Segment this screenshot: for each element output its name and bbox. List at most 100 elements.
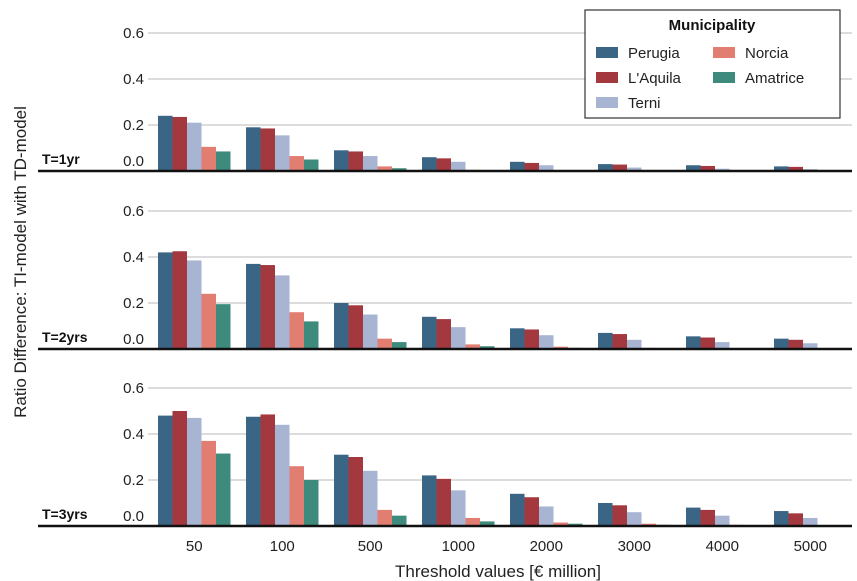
x-tick-label: 3000: [618, 538, 651, 555]
bar: [510, 493, 525, 526]
bar: [510, 161, 525, 171]
legend-swatch: [596, 72, 618, 83]
bar: [686, 507, 701, 526]
bar: [553, 522, 568, 526]
bar: [480, 521, 495, 526]
bar: [612, 164, 627, 171]
legend: Municipality Perugia L'Aquila Terni Norcia A…: [584, 9, 841, 119]
legend-swatch: [713, 72, 735, 83]
panel-2: 0.0 0.2 0.4 0.6 T=2yrs: [38, 203, 852, 351]
bar: [803, 343, 818, 349]
bar: [260, 128, 275, 171]
bar: [363, 470, 378, 526]
bar: [334, 303, 349, 349]
bar: [612, 334, 627, 349]
y-tick-label: 0.4: [123, 426, 144, 443]
panel-label: T=1yr: [42, 151, 80, 167]
bar: [348, 305, 363, 349]
bar: [304, 480, 319, 526]
bar: [422, 316, 437, 349]
y-tick-label: 0.2: [123, 295, 144, 312]
bar: [774, 166, 789, 171]
x-tick-label: 1000: [442, 538, 475, 555]
bar: [539, 335, 554, 349]
bar: [348, 151, 363, 171]
bar: [377, 509, 392, 526]
legend-swatch: [713, 47, 735, 58]
bar: [201, 293, 216, 349]
legend-swatch: [596, 47, 618, 58]
bar: [246, 263, 261, 349]
bar: [158, 415, 173, 526]
panel-3: 0.0 0.2 0.4 0.6 T=3yrs: [38, 380, 852, 528]
x-tick-label: 100: [270, 538, 295, 555]
y-tick-label: 0.6: [123, 203, 144, 220]
bar: [158, 252, 173, 349]
bar: [275, 135, 290, 171]
bar: [700, 509, 715, 526]
bar: [436, 158, 451, 171]
bar: [216, 453, 231, 526]
bar: [788, 339, 803, 349]
bar: [524, 329, 539, 349]
bar: [172, 116, 187, 171]
bar: [524, 162, 539, 171]
bar: [788, 513, 803, 526]
bar: [260, 265, 275, 349]
bar: [480, 346, 495, 349]
bar: [158, 115, 173, 171]
y-tick-label: 0.6: [123, 380, 144, 397]
legend-entry: Perugia: [628, 45, 680, 62]
bar: [363, 156, 378, 171]
bar: [627, 167, 642, 171]
legend-frame: [584, 9, 841, 119]
x-tick-label: 500: [358, 538, 383, 555]
bar: [187, 260, 202, 349]
bar: [377, 338, 392, 349]
bar: [451, 161, 466, 171]
bar: [524, 497, 539, 526]
x-tick-labels: 50 100 500 1000 2000 3000 4000 5000: [186, 538, 827, 555]
bar: [187, 122, 202, 171]
y-tick-label: 0.2: [123, 472, 144, 489]
y-tick-label: 0.0: [123, 508, 144, 525]
bar: [715, 515, 730, 526]
bar: [392, 342, 407, 349]
x-tick-label: 2000: [530, 538, 563, 555]
bar: [510, 328, 525, 349]
bar: [774, 511, 789, 526]
bar: [289, 466, 304, 526]
bar: [539, 506, 554, 526]
bar: [422, 475, 437, 526]
bar: [246, 416, 261, 526]
legend-title: Municipality: [669, 17, 756, 34]
bar: [465, 344, 480, 349]
y-tick-label: 0.0: [123, 331, 144, 348]
y-axis-label: Ratio Difference: TI-model with TD-model: [11, 106, 30, 418]
bar: [334, 150, 349, 171]
bar: [686, 165, 701, 171]
bar: [275, 424, 290, 526]
y-tick-label: 0.4: [123, 249, 144, 266]
x-axis-label: Threshold values [€ million]: [395, 562, 601, 581]
bar: [260, 414, 275, 526]
bar: [539, 165, 554, 171]
bar: [334, 454, 349, 526]
bar: [392, 515, 407, 526]
bar: [451, 327, 466, 349]
panel-label: T=3yrs: [42, 506, 88, 522]
bar: [172, 411, 187, 526]
x-tick-label: 5000: [794, 538, 827, 555]
y-tick-label: 0.4: [123, 71, 144, 88]
bar: [803, 517, 818, 526]
bar: [246, 127, 261, 171]
bar: [451, 490, 466, 526]
bar: [377, 166, 392, 171]
x-tick-label: 50: [186, 538, 203, 555]
bar: [289, 156, 304, 171]
bar: [700, 337, 715, 349]
bar: [422, 157, 437, 171]
bar: [275, 275, 290, 349]
bar: [216, 304, 231, 349]
bar: [598, 503, 613, 526]
